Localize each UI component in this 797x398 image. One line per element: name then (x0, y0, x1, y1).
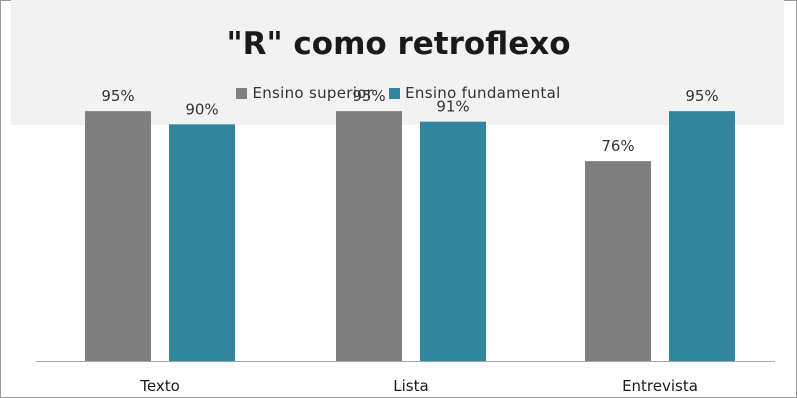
data-label-texto-series-1: 95% (101, 87, 134, 105)
bar-entrevista-series-2 (669, 111, 735, 361)
data-label-texto-series-2: 90% (185, 100, 218, 118)
bar-lista-series-2 (420, 122, 486, 361)
data-label-entrevista-series-1: 76% (601, 137, 634, 155)
x-tick-label-entrevista: Entrevista (622, 377, 698, 395)
x-tick-label-texto: Texto (139, 377, 180, 395)
x-tick-label-lista: Lista (393, 377, 428, 395)
bar-lista-series-1 (336, 111, 402, 361)
bar-texto-series-2 (169, 124, 235, 361)
data-label-entrevista-series-2: 95% (685, 87, 718, 105)
bar-entrevista-series-1 (585, 161, 651, 361)
data-label-lista-series-1: 95% (352, 87, 385, 105)
bar-texto-series-1 (85, 111, 151, 361)
data-label-lista-series-2: 91% (436, 98, 469, 116)
